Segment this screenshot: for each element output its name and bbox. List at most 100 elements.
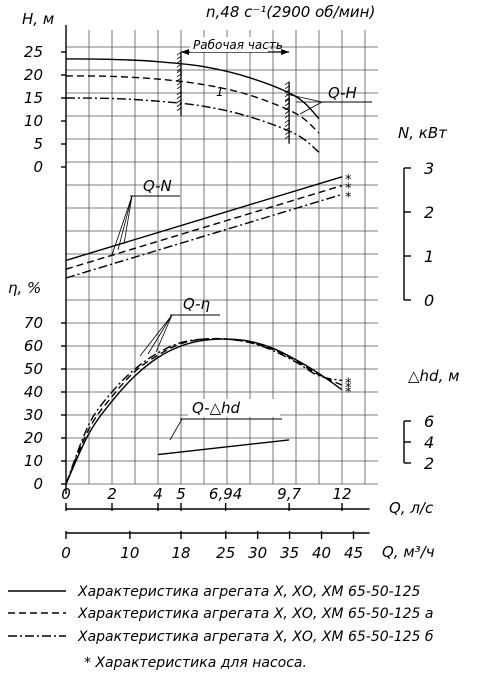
x-qm-tick-label: 30	[248, 544, 267, 562]
efficiency-pump-marker: *	[345, 381, 352, 396]
npsh-series-solid	[157, 439, 290, 456]
working-range-label-bg	[190, 37, 268, 52]
working-range-hatch	[176, 67, 182, 72]
working-range-hatch	[176, 85, 182, 90]
head-series-dashdot	[65, 97, 320, 153]
working-range-hatch	[176, 91, 182, 96]
power-axis-label: N, кВт	[398, 124, 448, 142]
efficiency-tick-label: 50	[24, 360, 43, 378]
legend-label-dashed: Характеристика агрегата Х, ХО, ХМ 65-50-…	[77, 606, 433, 622]
working-range-arrow-left	[181, 49, 189, 55]
efficiency-tick-label: 10	[24, 452, 43, 470]
efficiency-tick-label: 40	[24, 383, 43, 401]
head-axis-label: H, м	[22, 10, 54, 28]
working-range-hatch	[284, 131, 290, 136]
working-range-hatch	[176, 59, 182, 64]
efficiency-pump-marker: *	[345, 377, 352, 392]
head-series-solid	[65, 58, 320, 120]
efficiency-tick-label: 30	[24, 406, 43, 424]
npsh-tick-label: 2	[424, 454, 434, 473]
x-q-tick-label: 0	[61, 485, 71, 503]
chart-title: n,48 с⁻¹(2900 об/мин)	[206, 3, 375, 21]
working-range-arrow-right	[281, 49, 290, 55]
npsh-label-bg	[188, 399, 280, 417]
chart-legend: Характеристика агрегата Х, ХО, ХМ 65-50-…	[8, 584, 434, 671]
working-range-hatch	[284, 81, 290, 86]
head-tick-label: 15	[24, 89, 43, 107]
footnote: * Характеристика для насоса.	[84, 655, 307, 671]
power-series-solid	[65, 176, 343, 262]
x-q-tick-label: 9,7	[277, 485, 301, 503]
working-range-hatch	[284, 114, 290, 119]
head-tick-label: 5	[33, 135, 43, 153]
power-pump-marker: *	[345, 182, 352, 197]
working-range-hatch	[284, 110, 290, 115]
working-range-hatch	[176, 63, 182, 68]
working-range-hatch	[176, 69, 182, 74]
npsh-tick-label: 6	[424, 412, 434, 431]
working-range-hatch	[176, 51, 182, 56]
working-range-hatch	[284, 123, 290, 128]
power-tick-label: 0	[424, 291, 434, 310]
working-range-label: Рабочая часть	[193, 38, 283, 52]
x-qm-tick-label: 10	[120, 544, 139, 562]
head-series-dashed	[65, 75, 320, 134]
head-tick-label: 0	[33, 158, 43, 176]
x-q-tick-label: 5	[176, 485, 186, 503]
power-pump-marker: *	[345, 190, 352, 205]
working-range-hatch	[176, 55, 182, 60]
working-range-hatch	[176, 95, 182, 100]
working-range-hatch	[176, 99, 182, 104]
working-range-hatch	[176, 107, 182, 112]
npsh-leader	[169, 418, 183, 441]
power-tick-label: 2	[424, 203, 434, 222]
working-range-hatch	[284, 102, 290, 107]
working-range-hatch	[284, 97, 290, 102]
efficiency-axis-label: η, %	[8, 279, 41, 297]
power-series-dashed	[65, 184, 343, 270]
power-leader	[123, 195, 133, 245]
legend-label-dashdot: Характеристика агрегата Х, ХО, ХМ 65-50-…	[77, 629, 434, 645]
x-axis-qm-label: Q, м³/ч	[382, 543, 435, 561]
power-pump-marker: *	[345, 173, 352, 188]
x-qm-tick-label: 40	[312, 544, 331, 562]
efficiency-pump-marker: *	[345, 386, 352, 401]
x-q-tick-label: 2	[107, 485, 117, 503]
x-axis-q-label: Q, л/с	[389, 499, 434, 517]
efficiency-series-dashdot	[65, 337, 343, 485]
power-leader	[117, 195, 133, 251]
efficiency-curve-label: Q-η	[183, 295, 210, 313]
efficiency-tick-label: 60	[24, 337, 43, 355]
x-q-tick-label: 4	[153, 485, 163, 503]
efficiency-leader	[147, 314, 173, 355]
x-qm-tick-label: 0	[61, 544, 71, 562]
working-range-hatch	[284, 119, 290, 124]
efficiency-tick-label: 70	[24, 314, 43, 332]
chart-axes	[61, 25, 411, 539]
x-q-tick-label: 6,94	[209, 485, 242, 503]
efficiency-tick-label: 0	[33, 475, 43, 493]
power-series-dashdot	[65, 193, 343, 279]
head-tick-label: 10	[24, 112, 43, 130]
x-qm-tick-label: 18	[171, 544, 190, 562]
efficiency-leader	[139, 314, 173, 357]
power-curve-label: Q-N	[143, 177, 172, 195]
head-leader	[285, 93, 323, 103]
power-tick-label: 1	[424, 247, 434, 266]
working-range-hatch	[284, 106, 290, 111]
working-range-hatch	[284, 127, 290, 132]
head-leader	[299, 101, 323, 115]
head-curve-label: Q-H	[328, 84, 357, 102]
working-range-hatch	[176, 103, 182, 108]
head-tick-label: 25	[24, 43, 43, 61]
working-range-hatch	[176, 73, 182, 78]
efficiency-series-solid	[65, 338, 343, 485]
x-q-tick-label: 12	[332, 485, 351, 503]
power-leader	[111, 195, 133, 256]
efficiency-leader	[155, 314, 173, 353]
npsh-curve-label: Q-△hd	[192, 399, 241, 417]
npsh-axis-label: △hd, м	[408, 367, 459, 385]
x-qm-tick-label: 25	[216, 544, 235, 562]
